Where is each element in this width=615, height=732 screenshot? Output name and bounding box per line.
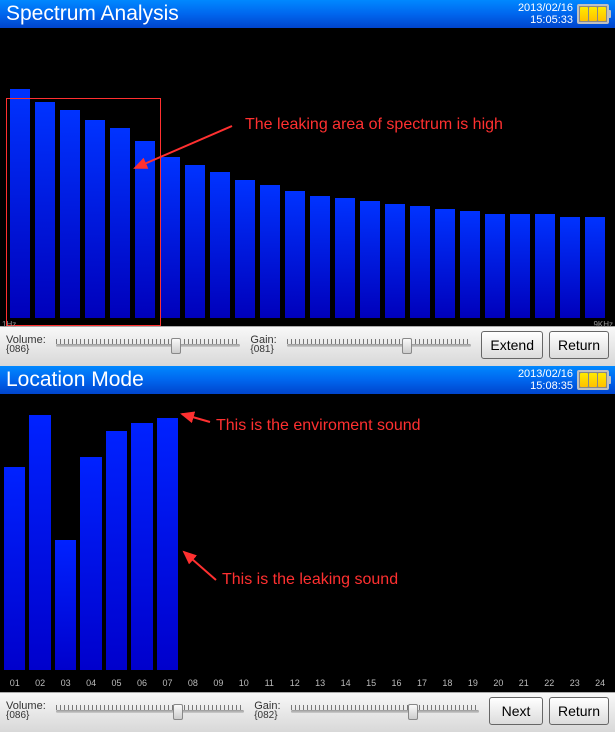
annotation-arrow [0,28,615,326]
extend-button[interactable]: Extend [481,331,543,359]
volume-value: {086} [6,344,46,355]
panel-header: Spectrum Analysis 2013/02/16 15:05:33 [0,0,615,28]
spectrum-chart: The leaking area of spectrum is high 1Hz… [0,28,615,326]
gain-group: Gain: {082} [254,700,280,721]
panel-title: Spectrum Analysis [6,2,179,26]
gain-slider[interactable] [287,336,472,354]
controls-bar: Volume: {086} Gain: {081} Extend Return [0,326,615,366]
next-button[interactable]: Next [489,697,543,725]
annotation-arrows [0,394,615,692]
gain-thumb[interactable] [408,704,418,720]
volume-slider[interactable] [56,702,244,720]
gain-thumb[interactable] [402,338,412,354]
gain-value: {082} [254,710,280,721]
datetime: 2013/02/16 15:08:35 [518,368,573,392]
location-panel: Location Mode 2013/02/16 15:08:35 010203… [0,366,615,732]
volume-group: Volume: {086} [6,334,46,355]
date: 2013/02/16 [518,368,573,380]
gain-slider[interactable] [291,702,479,720]
panel-title: Location Mode [6,368,144,392]
time: 15:05:33 [518,14,573,26]
gain-value: {081} [250,344,276,355]
axis-right-label: 9KHz [593,320,613,329]
return-button[interactable]: Return [549,697,609,725]
annotation-text-1: This is the enviroment sound [216,417,421,435]
volume-slider[interactable] [56,336,241,354]
gain-group: Gain: {081} [250,334,276,355]
location-chart: 0102030405060708091011121314151617181920… [0,394,615,692]
volume-value: {086} [6,710,46,721]
datetime: 2013/02/16 15:05:33 [518,2,573,26]
battery-icon [577,370,609,390]
time: 15:08:35 [518,380,573,392]
annotation-text-2: This is the leaking sound [222,571,398,589]
volume-group: Volume: {086} [6,700,46,721]
panel-header: Location Mode 2013/02/16 15:08:35 [0,366,615,394]
annotation-text: The leaking area of spectrum is high [245,116,503,134]
axis-left-label: 1Hz [2,320,16,329]
controls-bar: Volume: {086} Gain: {082} Next Return [0,692,615,732]
volume-thumb[interactable] [171,338,181,354]
date: 2013/02/16 [518,2,573,14]
battery-icon [577,4,609,24]
volume-thumb[interactable] [173,704,183,720]
spectrum-panel: Spectrum Analysis 2013/02/16 15:05:33 Th… [0,0,615,366]
return-button[interactable]: Return [549,331,609,359]
